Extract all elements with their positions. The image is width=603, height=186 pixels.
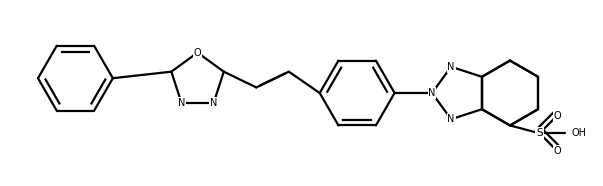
Text: N: N <box>428 88 436 98</box>
Text: S: S <box>536 128 543 138</box>
Text: N: N <box>178 97 185 108</box>
Text: OH: OH <box>571 128 586 138</box>
Text: O: O <box>554 110 561 121</box>
Text: O: O <box>554 146 561 156</box>
Text: O: O <box>194 48 201 58</box>
Text: N: N <box>447 62 455 72</box>
Text: N: N <box>210 97 218 108</box>
Text: N: N <box>447 114 455 124</box>
